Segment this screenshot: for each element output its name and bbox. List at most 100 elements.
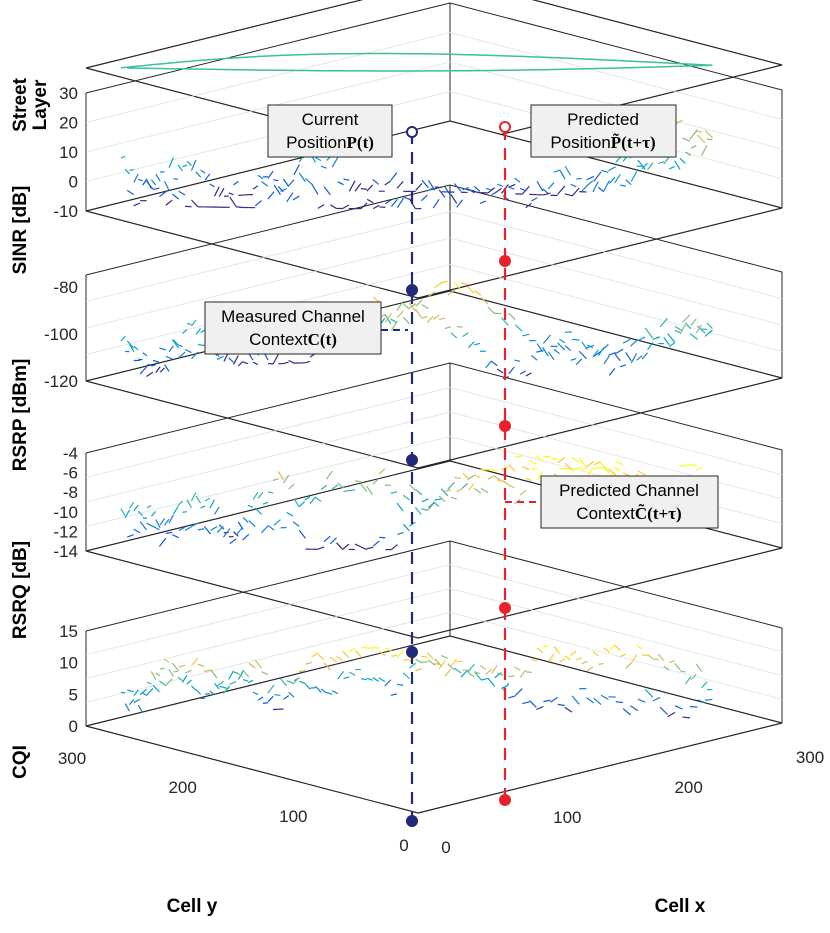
trace-cqi (124, 703, 131, 712)
trace-rsrq (600, 462, 609, 472)
trace-cqi (525, 671, 532, 673)
trace-sinr (233, 180, 239, 186)
trace-sinr (450, 194, 458, 204)
trace-sinr (508, 183, 516, 188)
trace-sinr (200, 169, 206, 174)
trace-cqi (254, 659, 263, 669)
trace-rsrq (372, 478, 380, 485)
trace-rsrq (367, 546, 374, 550)
trace-rsrp (415, 299, 423, 307)
trace-sinr (372, 178, 380, 185)
trace-rsrp (128, 343, 135, 353)
trace-sinr (396, 197, 404, 208)
trace-rsrq (462, 472, 469, 480)
trace-rsrp (519, 370, 527, 375)
trace-rsrq (473, 488, 482, 494)
trace-rsrq (172, 506, 179, 515)
trace-sinr (298, 172, 306, 183)
trace-rsrp (592, 349, 599, 358)
trace-cqi (508, 695, 516, 699)
trace-cqi (299, 680, 305, 684)
trace-rsrp (120, 335, 126, 342)
trace-cqi (354, 649, 362, 658)
trace-cqi (636, 644, 643, 650)
trace-cqi (444, 668, 452, 677)
trace-rsrq (315, 496, 322, 502)
trace-cqi (614, 645, 621, 651)
trace-rsrq (343, 489, 350, 493)
trace-cqi (667, 711, 676, 718)
trace-rsrq (120, 508, 126, 516)
trace-rsrp (615, 348, 624, 355)
trace-cqi (679, 670, 686, 673)
trace-rsrp (480, 297, 489, 305)
trace-sinr (129, 169, 134, 171)
trace-rsrq (467, 474, 475, 481)
trace-sinr (138, 178, 143, 182)
annotation-predicted: Predicted PositionP̃(t+τ) (530, 104, 677, 158)
trace-cqi (304, 682, 311, 690)
trace-rsrp (171, 339, 180, 349)
trace-cqi (235, 671, 243, 678)
trace-rsrq (139, 521, 148, 531)
trace-rsrp (409, 303, 417, 309)
tick-rsrq: -12 (53, 522, 78, 541)
trace-sinr (396, 180, 404, 189)
trace-sinr (191, 199, 199, 208)
trace-rsrq (342, 543, 350, 550)
trace-cqi (378, 650, 386, 657)
trace-rsrp (531, 354, 538, 361)
trace-cqi (450, 658, 458, 667)
trace-rsrp (542, 334, 551, 344)
trace-rsrq (191, 522, 199, 527)
trace-rsrq (137, 510, 144, 517)
trace-cqi (210, 669, 218, 679)
trace-cqi (426, 652, 434, 660)
trace-cqi (581, 660, 588, 665)
trace-rsrq (402, 523, 410, 532)
trace-sinr (438, 189, 446, 198)
trace-rsrq (142, 517, 148, 520)
tick-rsrq: -10 (53, 503, 78, 522)
wall-grid (85, 387, 783, 478)
trace-rsrq (637, 470, 646, 476)
trace-cqi (434, 658, 442, 667)
current-channel-marker (406, 454, 418, 466)
trace-cqi (592, 650, 599, 657)
trace-cqi (367, 647, 374, 650)
trace-rsrp (674, 325, 683, 332)
trace-sinr (282, 178, 290, 187)
trace-rsrp (603, 355, 610, 365)
projection-lines (406, 121, 511, 827)
trace-sinr (525, 202, 532, 209)
trace-rsrq (242, 517, 249, 523)
trace-cqi (630, 705, 639, 712)
trace-rsrp (304, 360, 311, 364)
predicted-channel-marker (499, 794, 511, 806)
trace-sinr (485, 187, 492, 191)
trace-cqi (267, 684, 275, 694)
trace-rsrq (480, 487, 489, 494)
trace-rsrp (542, 347, 549, 357)
trace-cqi (630, 654, 638, 664)
trace-sinr (426, 187, 434, 192)
trace-rsrq (222, 528, 231, 538)
trace-cqi (682, 716, 691, 719)
trace-cqi (396, 683, 404, 686)
trace-sinr (292, 195, 300, 201)
trace-rsrp (432, 314, 440, 320)
layer-plane-rsrp (85, 290, 783, 469)
trace-rsrp (444, 326, 452, 330)
trace-cqi (514, 688, 523, 696)
trace-cqi (168, 668, 174, 677)
ann-predch-l1: Predicted Channel (559, 481, 699, 500)
trace-rsrp (242, 361, 249, 365)
trace-cqi (447, 663, 455, 671)
tick-cqi: 10 (59, 654, 78, 673)
trace-cqi (267, 695, 274, 703)
trace-sinr (315, 157, 322, 162)
trace-sinr (547, 182, 555, 190)
trace-cqi (559, 658, 566, 663)
trace-cqi (146, 687, 154, 696)
ylabel-cqi: CQI (10, 745, 31, 779)
